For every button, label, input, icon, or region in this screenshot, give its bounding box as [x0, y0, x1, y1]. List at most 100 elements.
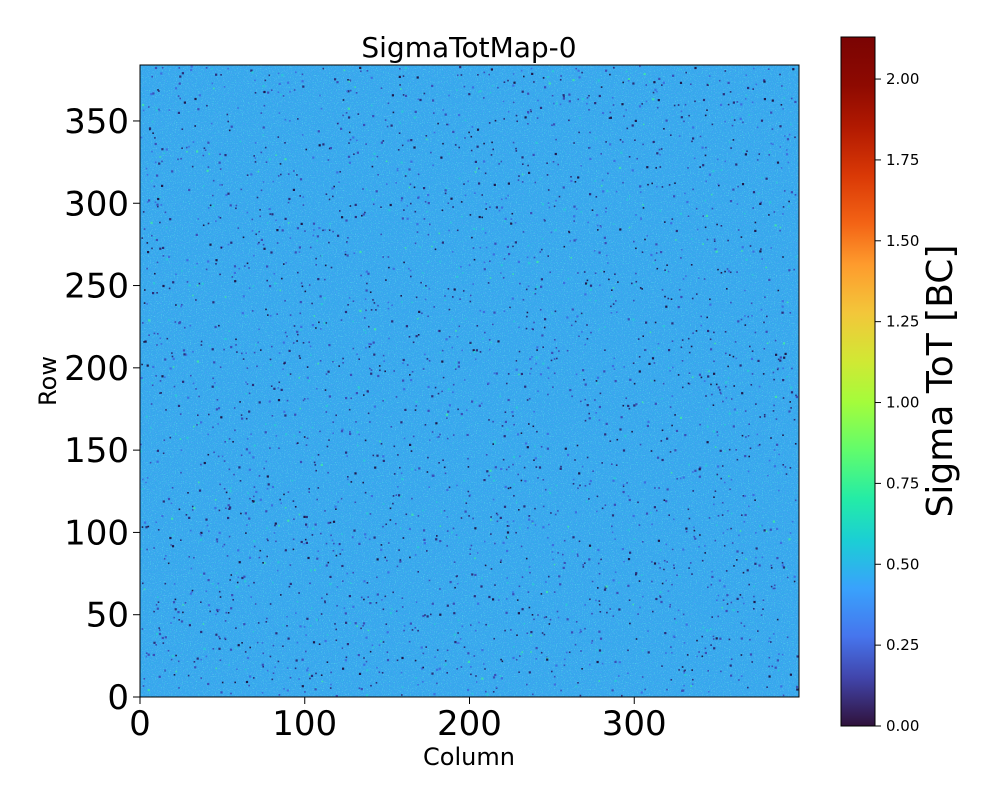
heatmap-cell	[437, 122, 439, 125]
heatmap-cell	[695, 207, 698, 210]
heatmap-cell	[737, 229, 740, 231]
heatmap-cell	[543, 633, 546, 636]
heatmap-cell	[712, 430, 715, 433]
heatmap-cell	[183, 353, 186, 356]
heatmap-cell	[349, 205, 352, 207]
heatmap-cell	[320, 107, 323, 110]
heatmap-cell	[299, 301, 302, 304]
heatmap-cell	[399, 559, 402, 561]
heatmap-cell	[525, 442, 528, 445]
heatmap-cell	[472, 349, 475, 352]
heatmap-cell	[659, 166, 662, 168]
heatmap-cell	[721, 465, 724, 467]
heatmap-cell	[752, 88, 754, 90]
heatmap-cell	[515, 531, 517, 534]
heatmap-cell	[516, 634, 518, 636]
heatmap-cell	[613, 368, 616, 370]
heatmap-cell	[646, 424, 649, 428]
heatmap-cell	[763, 414, 766, 416]
heatmap-cell	[331, 539, 334, 542]
heatmap-cell	[718, 579, 721, 582]
heatmap-cell	[531, 614, 534, 616]
heatmap-cell	[224, 637, 226, 640]
heatmap-cell	[248, 267, 250, 269]
heatmap-cell	[360, 274, 362, 277]
heatmap-cell	[741, 596, 744, 599]
heatmap-cell	[512, 141, 515, 144]
colorbar-frame	[840, 36, 876, 727]
heatmap-cell	[575, 373, 578, 376]
heatmap-cell	[469, 341, 472, 344]
x-axis: 0 100 200 300	[129, 697, 667, 744]
heatmap-cell	[271, 415, 274, 417]
heatmap-cell	[582, 369, 585, 372]
heatmap-cell	[478, 215, 481, 219]
heatmap-cell	[667, 367, 670, 369]
heatmap-cell	[581, 71, 583, 74]
heatmap-cell	[780, 104, 783, 106]
heatmap-cell	[339, 543, 341, 545]
colorbar-tick-label: 1.00	[886, 394, 919, 412]
heatmap-cell	[736, 101, 739, 103]
heatmap-cell	[312, 234, 315, 237]
heatmap-cell	[705, 214, 708, 217]
heatmap-cell	[712, 404, 715, 406]
heatmap-cell	[141, 237, 143, 239]
heatmap-cell	[215, 259, 218, 262]
heatmap-cell	[288, 585, 291, 588]
heatmap-cell	[340, 430, 344, 433]
heatmap-cell	[599, 225, 602, 227]
heatmap-cell	[781, 85, 783, 87]
heatmap-cell	[155, 644, 157, 646]
heatmap-cell	[277, 387, 280, 389]
heatmap-cell	[240, 454, 243, 457]
heatmap-cell	[325, 564, 328, 567]
heatmap-cell	[563, 95, 565, 98]
heatmap-cell	[313, 315, 316, 317]
heatmap-cell	[272, 672, 275, 675]
heatmap-cell	[417, 571, 419, 573]
heatmap-cell	[329, 521, 332, 524]
heatmap-cell	[601, 179, 604, 182]
heatmap-cell	[229, 506, 232, 509]
heatmap-cell	[171, 534, 174, 536]
heatmap-cell	[704, 651, 707, 655]
heatmap-cell	[721, 502, 724, 504]
heatmap-cell	[518, 326, 520, 329]
heatmap-cell	[161, 375, 164, 378]
heatmap-cell	[252, 456, 255, 459]
heatmap-cell	[313, 229, 315, 231]
heatmap-cell	[216, 610, 219, 613]
heatmap-cell	[768, 675, 771, 678]
heatmap-cell	[475, 349, 478, 352]
heatmap-cell	[312, 156, 315, 159]
heatmap-cell	[213, 87, 215, 90]
heatmap-cell	[386, 125, 389, 128]
heatmap-cell	[594, 272, 597, 274]
heatmap-cell	[354, 203, 357, 206]
heatmap-cell	[614, 679, 617, 683]
heatmap-cell	[281, 277, 283, 280]
heatmap-cell	[566, 349, 569, 352]
heatmap-cell	[464, 119, 467, 122]
heatmap-cell	[536, 285, 539, 289]
heatmap-cell	[395, 182, 397, 184]
heatmap-cell	[532, 425, 535, 428]
heatmap-cell	[198, 489, 202, 492]
heatmap-cell	[722, 599, 725, 601]
heatmap-cell	[740, 318, 743, 321]
heatmap-cell	[479, 246, 482, 249]
heatmap-cell	[448, 229, 450, 232]
heatmap-cell	[286, 625, 288, 627]
heatmap-cell	[212, 648, 215, 650]
heatmap-cell	[350, 481, 353, 483]
heatmap-cell	[189, 529, 192, 532]
heatmap-cell	[301, 658, 304, 661]
heatmap-cell	[216, 586, 218, 589]
heatmap-cell	[472, 247, 475, 249]
heatmap-cell	[219, 659, 222, 662]
heatmap-cell	[278, 352, 281, 354]
heatmap-cell	[727, 270, 731, 273]
heatmap-cell	[405, 513, 408, 516]
